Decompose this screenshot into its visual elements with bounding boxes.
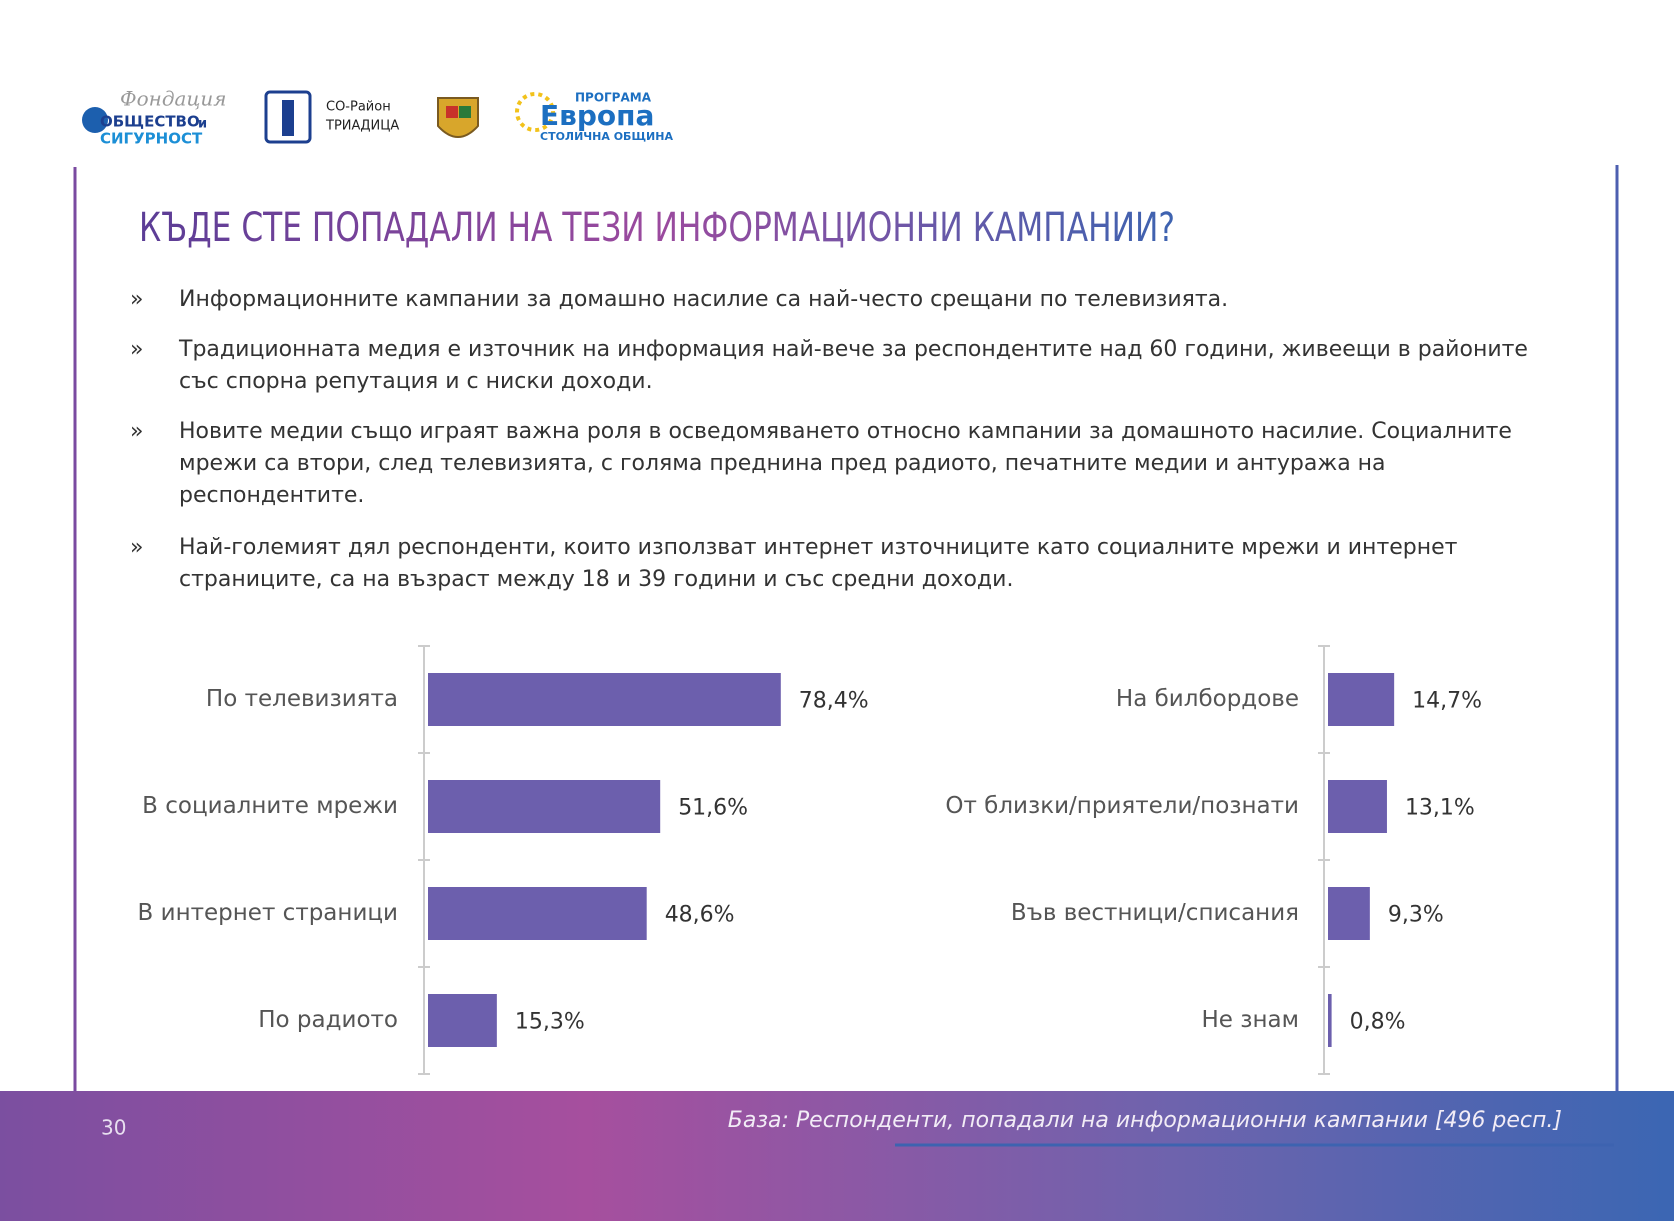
logo-icon (459, 106, 471, 118)
bullet-symbol: » (130, 535, 144, 560)
logo-text: ОБЩЕСТВО (100, 113, 200, 131)
category-label: По телевизията (206, 686, 398, 712)
category-label: Във вестници/списания (1011, 900, 1299, 926)
bullet-symbol: » (130, 337, 144, 362)
logo-icon (82, 107, 108, 133)
bullet-symbol: » (130, 287, 144, 312)
logo-text: Фондация (120, 87, 227, 111)
logo-icon (282, 100, 294, 136)
value-label: 13,1% (1405, 796, 1475, 821)
value-label: 51,6% (678, 796, 748, 821)
logo-text: Европа (540, 99, 654, 132)
logo-icon (446, 106, 458, 118)
value-label: 0,8% (1350, 1010, 1406, 1035)
value-label: 15,3% (515, 1010, 585, 1035)
title: КЪДЕ СТЕ ПОПАДАЛИ НА ТЕЗИ ИНФОРМАЦИОННИ … (139, 205, 1175, 251)
logo-icon (515, 92, 555, 132)
bar (428, 887, 647, 940)
value-label: 48,6% (665, 903, 735, 928)
base-note: База: Респонденти, попадали на информаци… (728, 1108, 1562, 1133)
charts: По телевизията 78,4% В социалните мрежи 51,… (138, 645, 1482, 1075)
bar (428, 780, 661, 833)
category-label: На билбордове (1116, 686, 1299, 712)
bar (428, 673, 781, 726)
value-label: 9,3% (1388, 903, 1444, 928)
page-number: 30 (101, 1116, 126, 1140)
bullet-text: Най-големият дял респонденти, които изпо… (179, 535, 1458, 592)
bar (1328, 994, 1332, 1047)
category-label: По радиото (258, 1007, 398, 1033)
logo-icon (264, 90, 312, 144)
bullet-text: Традиционната медия е източник на информ… (179, 337, 1528, 394)
bar (428, 994, 497, 1047)
bar (1328, 780, 1387, 833)
logo-text: ПРОГРАМА (575, 91, 652, 105)
bar (1328, 887, 1370, 940)
logo-text: СТОЛИЧНА ОБЩИНА (540, 130, 673, 143)
category-label: В интернет страници (138, 900, 398, 926)
bar (1328, 673, 1395, 726)
bullet-text: Новите медии също играят важна роля в ос… (179, 419, 1512, 508)
bullet-symbol: » (130, 419, 144, 444)
bullet-text: Информационните кампании за домашно наси… (179, 287, 1229, 312)
logo-text: ТРИАДИЦА (325, 119, 399, 134)
logo-text: СИГУРНОСТ (100, 130, 203, 148)
value-label: 14,7% (1412, 689, 1482, 714)
value-label: 78,4% (799, 689, 869, 714)
logo-text: СО-Район (326, 100, 391, 115)
category-label: Не знам (1202, 1007, 1299, 1033)
category-label: От близки/приятели/познати (945, 793, 1299, 819)
category-label: В социалните мрежи (142, 793, 398, 819)
footer-band (0, 1091, 1674, 1221)
logo-text: и (198, 117, 207, 132)
